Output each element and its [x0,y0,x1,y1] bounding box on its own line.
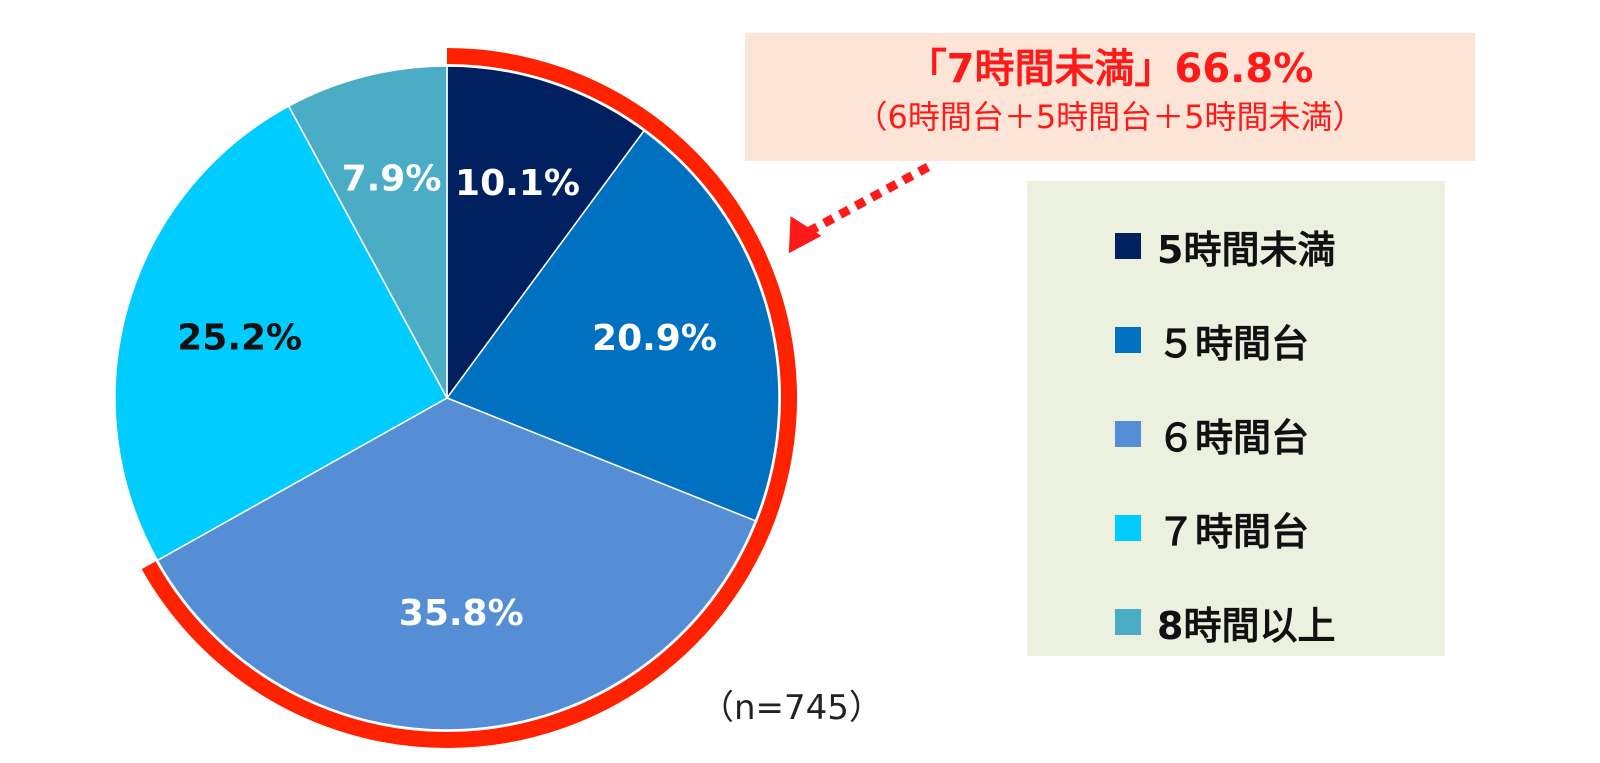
legend-label: ６時間台 [1157,415,1310,460]
annotation-arrowhead-icon [788,216,822,254]
legend-item: 5時間未満 [1027,199,1445,293]
slice-data-label: 35.8% [399,593,524,634]
legend-label: ７時間台 [1157,509,1310,554]
legend-swatch [1115,327,1141,353]
pie-slice [114,105,449,562]
legend-item: ６時間台 [1027,387,1445,481]
annotation-main: 「7時間未満」66.8% [906,46,1314,92]
slice-data-label: 7.9% [342,159,442,200]
legend-swatch [1115,515,1141,541]
pie-slice [445,129,780,522]
annotation-sub: （6時間台＋5時間台＋5時間未満） [855,98,1365,136]
highlight-arc [141,48,797,748]
legend-label: 8時間以上 [1157,603,1336,648]
slice-data-label: 10.1% [455,163,580,204]
pie-slice [287,65,448,399]
pie-slice [446,65,646,401]
legend-label: ５時間台 [1157,321,1310,366]
legend: 5時間未満 ５時間台 ６時間台 ７時間台 8時間以上 [1027,181,1445,656]
legend-swatch [1115,233,1141,259]
legend-label: 5時間未満 [1157,227,1336,272]
legend-swatch [1115,421,1141,447]
annotation-arrow-line [803,163,931,237]
annotation-callout: 「7時間未満」66.8% （6時間台＋5時間台＋5時間未満） [745,33,1475,161]
pie-slice [156,397,757,731]
legend-swatch [1115,609,1141,635]
legend-item: 8時間以上 [1027,575,1445,669]
legend-item: ５時間台 [1027,293,1445,387]
sample-size-label: （n=745） [700,688,883,728]
slice-data-label: 25.2% [177,318,302,359]
slice-data-label: 20.9% [592,318,717,359]
legend-item: ７時間台 [1027,481,1445,575]
